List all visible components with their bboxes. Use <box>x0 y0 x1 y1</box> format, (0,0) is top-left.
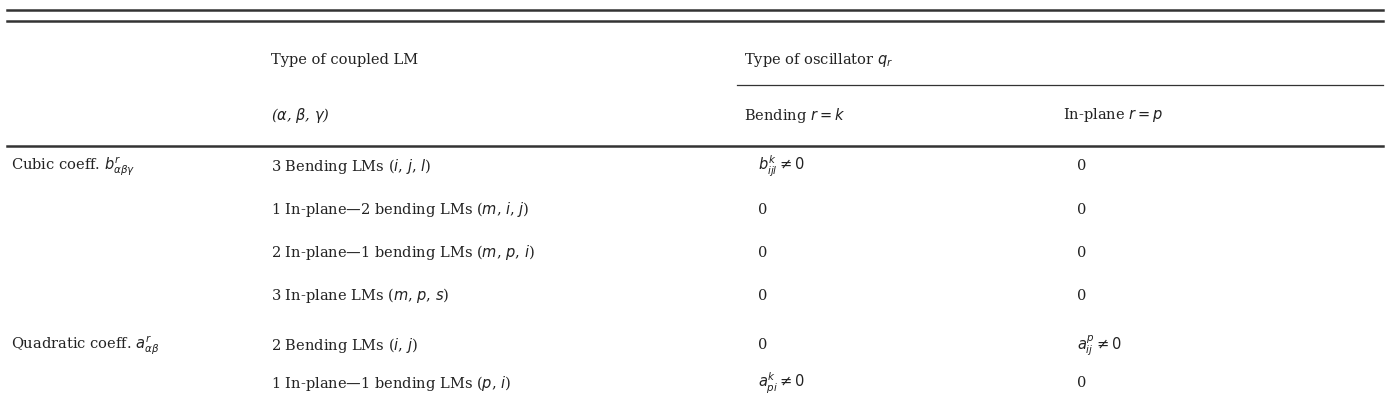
Text: 0: 0 <box>1077 203 1087 217</box>
Text: 0: 0 <box>758 246 767 260</box>
Text: 3 Bending LMs ($i$, $j$, $l$): 3 Bending LMs ($i$, $j$, $l$) <box>271 157 431 176</box>
Text: 0: 0 <box>758 338 767 352</box>
Text: 0: 0 <box>1077 246 1087 260</box>
Text: $a^p_{ij} \neq 0$: $a^p_{ij} \neq 0$ <box>1077 333 1122 358</box>
Text: $b^k_{ijl} \neq 0$: $b^k_{ijl} \neq 0$ <box>758 154 805 179</box>
Text: 0: 0 <box>758 289 767 303</box>
Text: 1 In-plane—1 bending LMs ($p$, $i$): 1 In-plane—1 bending LMs ($p$, $i$) <box>271 374 512 393</box>
Text: 1 In-plane—2 bending LMs ($m$, $i$, $j$): 1 In-plane—2 bending LMs ($m$, $i$, $j$) <box>271 200 530 219</box>
Text: Type of coupled LM: Type of coupled LM <box>271 53 418 67</box>
Text: Type of oscillator $q_r$: Type of oscillator $q_r$ <box>744 51 892 69</box>
Text: 0: 0 <box>758 203 767 217</box>
Text: 0: 0 <box>1077 376 1087 390</box>
Text: $a^k_{pi} \neq 0$: $a^k_{pi} \neq 0$ <box>758 370 805 396</box>
Text: Cubic coeff. $b^r_{\alpha\beta\gamma}$: Cubic coeff. $b^r_{\alpha\beta\gamma}$ <box>11 155 135 178</box>
Text: Quadratic coeff. $a^r_{\alpha\beta}$: Quadratic coeff. $a^r_{\alpha\beta}$ <box>11 333 160 357</box>
Text: 0: 0 <box>1077 159 1087 173</box>
Text: 2 Bending LMs ($i$, $j$): 2 Bending LMs ($i$, $j$) <box>271 336 418 355</box>
Text: 0: 0 <box>1077 289 1087 303</box>
Text: ($\alpha$, $\beta$, $\gamma$): ($\alpha$, $\beta$, $\gamma$) <box>271 106 329 125</box>
Text: Bending $r = k$: Bending $r = k$ <box>744 106 845 125</box>
Text: 2 In-plane—1 bending LMs ($m$, $p$, $i$): 2 In-plane—1 bending LMs ($m$, $p$, $i$) <box>271 243 535 262</box>
Text: In-plane $r = p$: In-plane $r = p$ <box>1063 106 1163 124</box>
Text: 3 In-plane LMs ($m$, $p$, $s$): 3 In-plane LMs ($m$, $p$, $s$) <box>271 286 449 305</box>
